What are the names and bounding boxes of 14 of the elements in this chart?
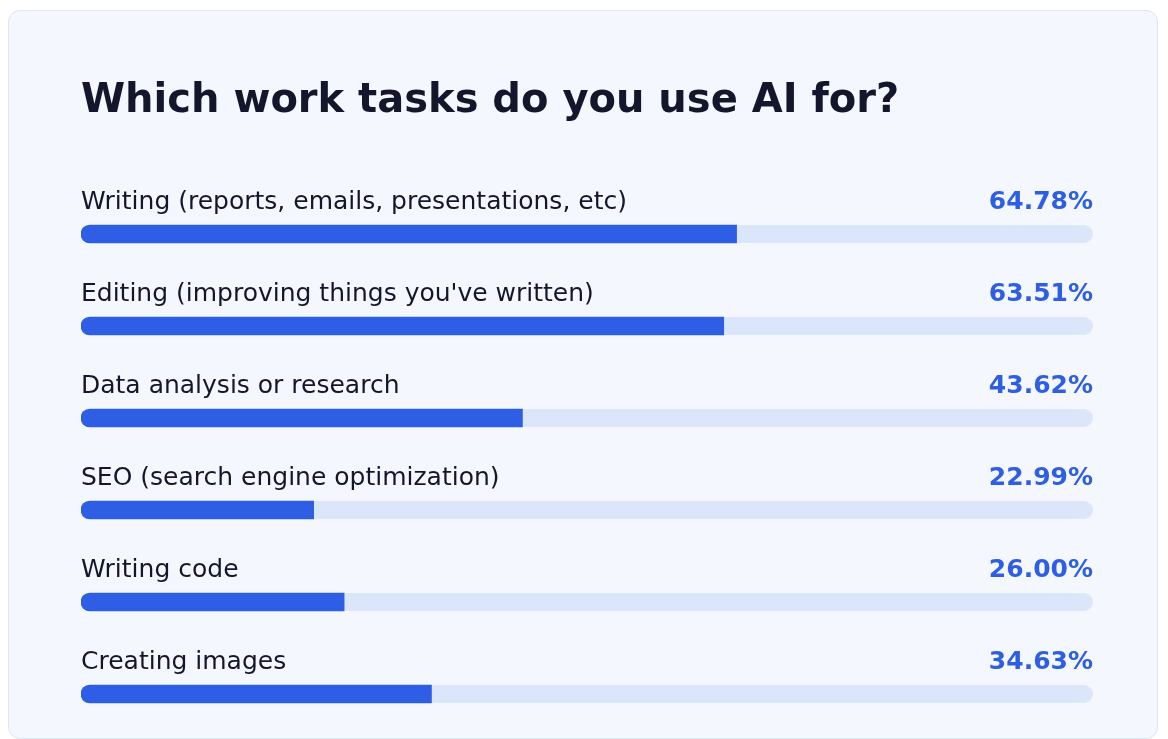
y-tick-label: Editing (improving things you've written) (81, 278, 594, 307)
chart-title: Which work tasks do you use AI for? (81, 75, 900, 121)
data-label: 63.51% (988, 278, 1093, 307)
y-tick-label: Creating images (81, 646, 287, 675)
y-tick-label: Writing code (81, 554, 239, 583)
data-label: 22.99% (988, 462, 1093, 491)
data-label: 43.62% (988, 370, 1093, 399)
data-label: 26.00% (988, 554, 1093, 583)
y-tick-label: Writing (reports, emails, presentations, etc) (81, 186, 627, 215)
bar (81, 500, 314, 520)
data-label: 34.63% (988, 646, 1093, 675)
data-label: 64.78% (988, 186, 1093, 215)
y-tick-label: Data analysis or research (81, 370, 400, 399)
y-tick-label: SEO (search engine optimization) (81, 462, 500, 491)
